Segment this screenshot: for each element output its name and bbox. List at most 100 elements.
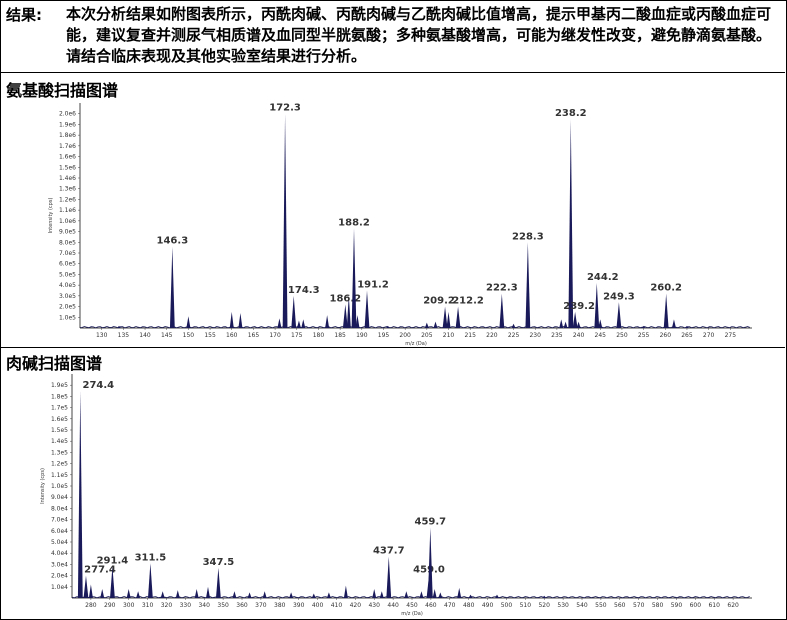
- x-tick-label: 260: [660, 332, 672, 339]
- y-tick-label: 1.9e5: [51, 382, 68, 389]
- y-tick-label: 1.1e5: [51, 472, 68, 479]
- y-tick-label: 7.0e4: [51, 517, 68, 524]
- peak-label: 274.4: [82, 380, 114, 391]
- y-axis-label: Intensity (cps): [48, 198, 54, 234]
- y-tick-label: 1.4e6: [59, 175, 76, 182]
- minor-peak: [136, 591, 141, 598]
- minor-peak: [326, 592, 331, 598]
- minor-peak: [186, 316, 191, 328]
- x-tick-label: 160: [226, 332, 238, 339]
- result-label: 结果:: [6, 6, 42, 24]
- carnitine-chart: 1.0e4 2.0e4 3.0e4 4.0e4 5.0e4 6.0e4 7.0e4 8.0e4…: [40, 374, 752, 617]
- x-tick-label: 590: [671, 602, 683, 609]
- x-tick-label: 135: [118, 332, 130, 339]
- y-tick-label: 1.9e6: [59, 121, 76, 128]
- peak: [442, 306, 448, 328]
- peak-label: 239.2: [563, 301, 595, 312]
- x-tick-label: 270: [703, 332, 715, 339]
- minor-peak: [311, 593, 316, 598]
- peak-label: 238.2: [555, 108, 587, 119]
- minor-peak: [495, 594, 499, 598]
- minor-peak: [238, 313, 243, 328]
- x-axis-label: m/z (Da): [405, 341, 427, 347]
- minor-peak: [301, 319, 306, 328]
- x-tick-label: 210: [443, 332, 455, 339]
- x-tick-label: 450: [406, 602, 418, 609]
- minor-peak: [100, 589, 105, 598]
- x-tick-label: 460: [425, 602, 437, 609]
- minor-peak: [684, 325, 689, 328]
- y-tick-label: 1.2e6: [59, 196, 76, 203]
- peak-label: 228.3: [512, 231, 544, 242]
- x-tick-label: 480: [463, 602, 475, 609]
- x-tick-label: 510: [520, 602, 532, 609]
- peak: [351, 228, 357, 328]
- minor-peak: [457, 587, 462, 598]
- peak: [525, 242, 531, 328]
- x-tick-label: 245: [595, 332, 607, 339]
- amino-acid-chart: 1.0e5 2.0e5 3.0e5 4.0e5 5.0e5 6.0e5 7.0e5 8.0e5…: [48, 103, 752, 347]
- x-tick-label: 170: [269, 332, 281, 339]
- y-tick-label: 2.0e6: [59, 111, 76, 118]
- y-tick-label: 1.3e6: [59, 186, 76, 193]
- x-tick-label: 470: [444, 602, 456, 609]
- section-divider: [0, 347, 785, 348]
- minor-peak: [232, 591, 237, 598]
- x-tick-label: 205: [421, 332, 433, 339]
- y-tick-label: 6.0e4: [51, 528, 68, 535]
- minor-peak: [247, 592, 252, 598]
- x-tick-label: 420: [350, 602, 362, 609]
- x-tick-label: 610: [708, 602, 720, 609]
- y-tick-label: 1.0e5: [51, 483, 68, 490]
- minor-peak: [641, 325, 646, 328]
- x-tick-label: 300: [123, 602, 135, 609]
- minor-peak: [229, 311, 234, 328]
- y-tick-label: 2.0e5: [59, 304, 76, 311]
- minor-peak: [117, 325, 122, 328]
- y-tick-label: 1.6e5: [51, 416, 68, 423]
- y-tick-label: 8.0e4: [51, 505, 68, 512]
- x-tick-label: 400: [312, 602, 324, 609]
- y-tick-label: 1.7e5: [51, 405, 68, 412]
- x-tick-label: 250: [616, 332, 628, 339]
- x-tick-label: 580: [652, 602, 664, 609]
- x-tick-label: 155: [204, 332, 216, 339]
- x-tick-label: 190: [356, 332, 368, 339]
- x-tick-label: 360: [236, 602, 248, 609]
- peak-label: 212.2: [452, 296, 484, 307]
- x-tick-label: 390: [293, 602, 305, 609]
- minor-peak: [325, 315, 330, 328]
- y-axis-label: Intensity (cps): [40, 468, 46, 504]
- x-tick-label: 560: [614, 602, 626, 609]
- y-tick-label: 1.0e4: [51, 584, 68, 591]
- minor-peak: [262, 591, 267, 598]
- y-tick-label: 3.0e5: [59, 293, 76, 300]
- y-tick-label: 1.6e6: [59, 154, 76, 161]
- y-tick-label: 6.0e5: [59, 261, 76, 268]
- x-tick-label: 175: [291, 332, 303, 339]
- y-tick-label: 9.0e4: [51, 494, 68, 501]
- peak: [427, 527, 433, 598]
- peak: [169, 246, 175, 328]
- peak: [455, 306, 461, 328]
- peak-label: 188.2: [338, 217, 370, 228]
- minor-peak: [404, 591, 409, 598]
- minor-peak: [194, 589, 199, 598]
- peak: [616, 302, 622, 328]
- x-tick-label: 255: [638, 332, 650, 339]
- baseline-trace: [71, 596, 750, 599]
- peak: [386, 556, 392, 598]
- x-tick-label: 265: [681, 332, 693, 339]
- x-tick-label: 500: [501, 602, 513, 609]
- peak: [572, 311, 578, 328]
- x-tick-label: 540: [576, 602, 588, 609]
- x-tick-label: 570: [633, 602, 645, 609]
- x-tick-label: 130: [96, 332, 108, 339]
- minor-peak: [277, 318, 282, 328]
- x-tick-label: 280: [85, 602, 97, 609]
- y-tick-label: 1.0e5: [59, 314, 76, 321]
- x-tick-label: 195: [378, 332, 390, 339]
- x-tick-label: 200: [399, 332, 411, 339]
- minor-peak: [468, 594, 473, 598]
- baseline-trace: [79, 326, 750, 329]
